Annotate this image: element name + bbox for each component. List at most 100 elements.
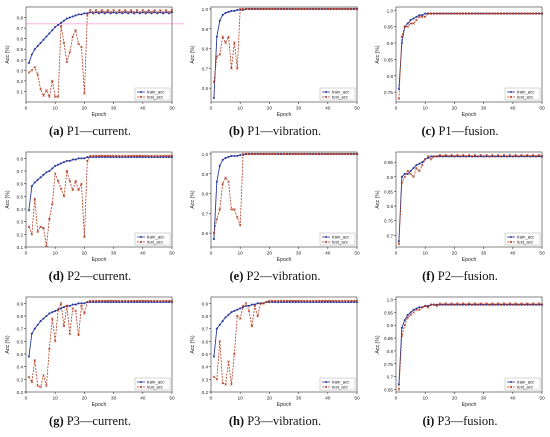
data-point: [534, 155, 538, 158]
data-point: [77, 302, 80, 305]
data-point: [74, 309, 77, 313]
data-point: [39, 225, 42, 228]
data-point: [332, 299, 335, 303]
data-point: [106, 154, 109, 158]
data-point: [238, 317, 242, 320]
data-point: [511, 155, 515, 158]
data-point: [51, 311, 54, 314]
data-point: [42, 173, 45, 176]
data-point: [215, 218, 219, 221]
data-point: [406, 316, 409, 319]
x-tick-label: 0: [210, 251, 213, 257]
legend-label: test_acc: [332, 95, 349, 100]
data-point: [215, 55, 219, 58]
panel-caption-text: P1—current.: [66, 124, 131, 138]
data-point: [464, 12, 468, 15]
data-point: [33, 327, 36, 330]
data-point: [262, 152, 265, 156]
series-line: [213, 153, 357, 240]
data-point: [461, 302, 465, 305]
data-point: [418, 308, 421, 312]
y-tick-label: 0.5: [17, 352, 24, 357]
data-point: [426, 155, 430, 158]
y-axis-label: Acc (%): [375, 45, 381, 63]
data-point: [409, 22, 412, 25]
data-point: [265, 300, 268, 304]
data-point: [473, 12, 477, 15]
data-point: [115, 11, 118, 14]
data-point: [141, 299, 145, 303]
data-point: [147, 11, 150, 14]
data-point: [30, 53, 33, 56]
x-tick-label: 30: [481, 251, 487, 257]
data-point: [83, 92, 86, 95]
x-tick-label: 40: [325, 396, 331, 402]
y-tick-label: 0.85: [384, 336, 393, 341]
data-point: [156, 11, 159, 14]
plot-frame: [395, 6, 543, 103]
data-point: [130, 11, 133, 14]
data-point: [488, 303, 491, 306]
data-point: [56, 308, 60, 311]
series-test_acc: [212, 299, 359, 386]
chart-panel: 0.2 0.3 0.4 0.5 0.6 0.7 0.8 0.9 0 10 20 30 40 50 Epoch…: [187, 292, 363, 437]
data-point: [256, 7, 259, 11]
legend-marker: [140, 381, 142, 383]
x-axis-label: Epoch: [92, 402, 107, 408]
data-point: [156, 154, 159, 158]
data-point: [326, 152, 330, 156]
data-point: [45, 314, 48, 318]
data-point: [132, 11, 136, 14]
data-point: [470, 303, 474, 306]
data-point: [51, 79, 54, 83]
data-point: [441, 303, 444, 306]
chart-svg: 0.6 0.7 0.8 0.9 1.0 0 10 20 30 40 50 Epoch Acc (%) tr…: [190, 6, 360, 118]
y-tick-label: 0.95: [384, 25, 393, 30]
data-point: [344, 152, 347, 156]
data-point: [400, 35, 404, 38]
data-point: [514, 153, 517, 157]
data-point: [294, 152, 297, 156]
data-point: [36, 73, 39, 76]
y-tick-label: 0.6: [202, 86, 209, 91]
data-point: [412, 308, 415, 311]
data-point: [250, 152, 254, 156]
data-point: [517, 12, 520, 15]
y-tick-label: 0.2: [202, 390, 209, 395]
data-point: [236, 308, 239, 311]
data-point: [236, 216, 239, 219]
legend-label: test_acc: [517, 95, 534, 100]
data-point: [406, 25, 409, 28]
x-tick-label: 50: [539, 396, 545, 402]
panel-caption-text: P3—fusion.: [437, 414, 498, 428]
data-point: [259, 7, 262, 11]
data-point: [115, 299, 118, 303]
data-point: [450, 12, 453, 15]
panel-caption-text: P2—vibration.: [246, 269, 321, 283]
data-point: [77, 13, 80, 16]
legend-label: test_acc: [332, 385, 349, 390]
data-point: [291, 299, 294, 303]
data-point: [444, 12, 447, 15]
data-point: [441, 12, 444, 15]
panel-caption: (e) P2—vibration.: [187, 269, 363, 284]
legend-label: train_acc: [147, 235, 165, 240]
data-point: [115, 154, 118, 158]
data-point: [167, 11, 171, 14]
data-point: [409, 313, 412, 317]
data-point: [271, 7, 274, 11]
x-tick-label: 50: [354, 396, 360, 402]
data-point: [496, 302, 500, 305]
data-point: [317, 7, 321, 11]
panel-letter: (i): [422, 414, 435, 428]
data-point: [523, 155, 526, 158]
x-axis-label: Epoch: [462, 112, 477, 118]
data-point: [167, 154, 171, 158]
y-tick-label: 0.75: [384, 219, 393, 224]
y-tick-label: 0.85: [384, 57, 393, 62]
data-point: [224, 11, 227, 14]
data-point: [80, 302, 83, 305]
data-point: [33, 197, 36, 201]
data-point: [415, 164, 418, 167]
